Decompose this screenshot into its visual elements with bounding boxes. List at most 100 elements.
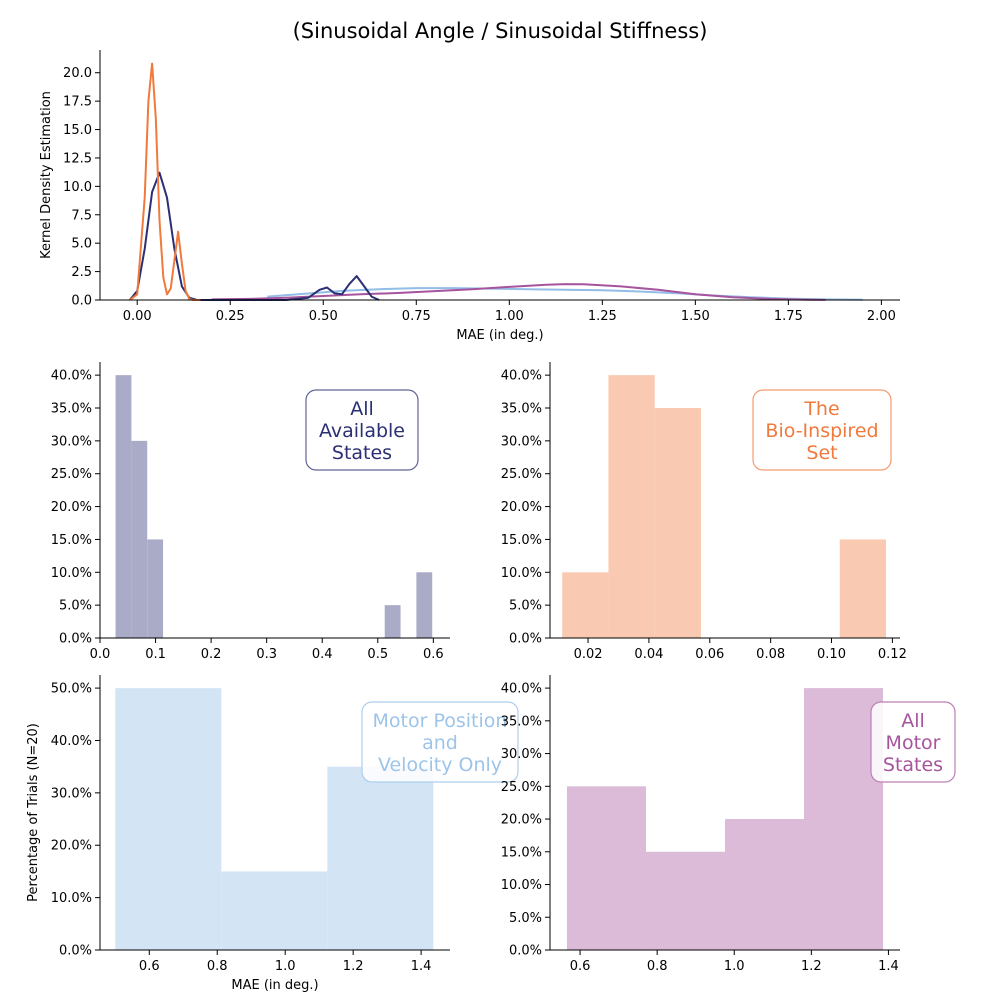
legend-label-line: and <box>422 732 458 754</box>
histogram-bar <box>645 851 725 950</box>
y-tick-label: 20.0% <box>501 500 542 515</box>
y-tick-label: 20.0% <box>501 813 542 828</box>
x-tick-label: 1.75 <box>774 309 803 324</box>
y-tick-label: 15.0 <box>63 123 92 138</box>
y-tick-label: 40.0% <box>501 369 542 384</box>
y-tick-label: 5.0% <box>509 911 542 926</box>
x-tick-label: 0.3 <box>256 647 277 662</box>
histogram-bar <box>566 786 646 950</box>
y-tick-label: 5.0% <box>509 599 542 614</box>
y-tick-label: 15.0% <box>501 533 542 548</box>
kde-line-all-available-states <box>129 171 380 301</box>
x-tick-label: 0.25 <box>216 309 245 324</box>
y-tick-label: 12.5 <box>63 151 92 166</box>
histogram-bar <box>654 408 701 638</box>
y-tick-label: 2.5 <box>71 265 92 280</box>
legend-label-line: Motor Position <box>373 710 508 732</box>
x-tick-label: 0.4 <box>312 647 333 662</box>
x-tick-label: 0.04 <box>634 647 663 662</box>
y-tick-label: 0.0% <box>59 944 92 959</box>
x-tick-label: 0.5 <box>367 647 388 662</box>
histogram-bar <box>725 819 805 950</box>
y-tick-label: 25.0% <box>501 467 542 482</box>
y-tick-label: 30.0% <box>501 434 542 449</box>
x-tick-label: 0.1 <box>145 647 166 662</box>
y-tick-label: 20.0% <box>51 839 92 854</box>
y-tick-label: 30.0% <box>51 434 92 449</box>
x-tick-label: 0.0 <box>90 647 111 662</box>
x-tick-label: 0.8 <box>207 959 228 974</box>
y-tick-label: 35.0% <box>51 402 92 417</box>
y-tick-label: 40.0% <box>51 369 92 384</box>
y-tick-label: 0.0% <box>59 632 92 647</box>
histogram-motor-position-velocity: 0.6 0.8 1.0 1.2 1.4 0.0% 10.0% 20.0% 30.0% 40.0% 5… <box>26 675 519 993</box>
y-tick-label: 7.5 <box>71 208 92 223</box>
x-tick-label: 0.12 <box>878 647 907 662</box>
x-tick-label: 1.4 <box>878 959 899 974</box>
y-tick-label: 10.0 <box>63 180 92 195</box>
y-tick-label: 40.0% <box>501 682 542 697</box>
y-tick-label: 40.0% <box>51 734 92 749</box>
y-tick-label: 0.0% <box>509 632 542 647</box>
x-tick-label: 0.06 <box>695 647 724 662</box>
y-tick-label: 35.0% <box>501 714 542 729</box>
y-tick-label: 10.0% <box>501 566 542 581</box>
histogram-bar <box>115 688 222 950</box>
y-tick-label: 10.0% <box>51 891 92 906</box>
histogram-bar <box>804 688 884 950</box>
legend-frame <box>305 389 419 471</box>
legend-label-line: All <box>350 398 374 420</box>
histogram-all-motor-states: 0.6 0.8 1.0 1.2 1.4 0.0% 5.0% 10.0% 15.0% 20.0% 25… <box>501 675 956 974</box>
figure-title: (Sinusoidal Angle / Sinusoidal Stiffness… <box>293 19 708 43</box>
y-tick-label: 30.0% <box>501 747 542 762</box>
x-tick-label: 0.8 <box>647 959 668 974</box>
legend-label-line: Set <box>806 442 837 464</box>
x-tick-label: 1.25 <box>588 309 617 324</box>
x-tick-label: 0.08 <box>756 647 785 662</box>
y-tick-label: 15.0% <box>501 845 542 860</box>
x-tick-label: 0.6 <box>139 959 160 974</box>
kde-line-bio-inspired-set <box>129 62 201 301</box>
y-tick-label: 10.0% <box>501 878 542 893</box>
histogram-bar <box>608 375 655 638</box>
legend-label-line: Available <box>319 420 405 442</box>
x-tick-label: 2.00 <box>867 309 896 324</box>
legend-label-line: Bio-Inspired <box>765 420 878 442</box>
y-tick-label: 35.0% <box>501 402 542 417</box>
y-tick-label: 15.0% <box>51 533 92 548</box>
x-axis-label: MAE (in deg.) <box>231 978 318 993</box>
histogram-bar <box>416 572 433 638</box>
y-axis-label: Kernel Density Estimation <box>39 91 54 259</box>
y-tick-label: 30.0% <box>51 786 92 801</box>
x-tick-label: 1.4 <box>411 959 432 974</box>
legend-label-line: Motor <box>886 732 941 754</box>
x-tick-label: 1.0 <box>724 959 745 974</box>
x-tick-label: 0.10 <box>817 647 846 662</box>
histogram-bar <box>839 539 886 638</box>
x-tick-label: 1.2 <box>343 959 364 974</box>
legend-label-line: States <box>883 754 943 776</box>
x-tick-label: 1.00 <box>495 309 524 324</box>
histogram-bar <box>115 375 132 638</box>
x-tick-label: 1.0 <box>275 959 296 974</box>
legend-frame <box>870 701 956 783</box>
x-tick-label: 1.2 <box>801 959 822 974</box>
histogram-bar <box>384 605 401 638</box>
x-tick-label: 0.50 <box>309 309 338 324</box>
histogram-bar <box>131 440 148 638</box>
x-tick-label: 1.50 <box>681 309 710 324</box>
histogram-bar <box>221 871 328 950</box>
kde-panel: 0.00 0.25 0.50 0.75 1.00 1.25 1.50 1.75 2.00 0.0 2… <box>39 50 900 343</box>
legend-label-line: The <box>803 398 839 420</box>
x-tick-label: 0.6 <box>570 959 591 974</box>
y-tick-label: 0.0% <box>509 944 542 959</box>
y-tick-label: 10.0% <box>51 566 92 581</box>
y-tick-label: 20.0% <box>51 500 92 515</box>
x-axis-label: MAE (in deg.) <box>456 328 543 343</box>
legend-frame <box>752 389 892 471</box>
y-tick-label: 0.0 <box>71 294 92 309</box>
y-tick-label: 5.0 <box>71 237 92 252</box>
